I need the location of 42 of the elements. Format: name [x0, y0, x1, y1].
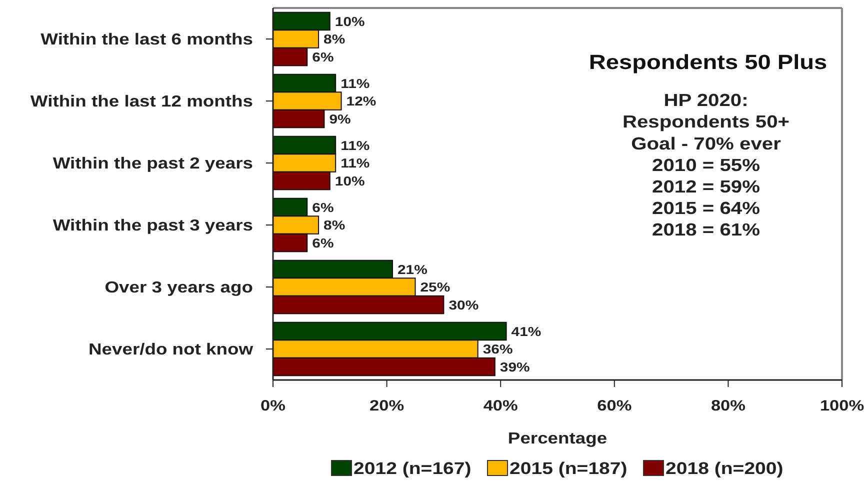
y-tick-label: Within the last 12 months	[30, 92, 253, 110]
y-tick-label: Over 3 years ago	[104, 278, 253, 296]
annotation: 2010 = 55%	[652, 155, 760, 175]
data-label: 11%	[340, 155, 370, 170]
data-label: 11%	[340, 138, 370, 153]
legend-label: 2018 (n=200)	[666, 458, 784, 478]
x-tick-label: 20%	[370, 397, 404, 414]
y-tick-label: Within the last 6 months	[40, 30, 253, 48]
annotation: HP 2020:	[664, 90, 748, 110]
x-tick-label: 60%	[597, 397, 632, 414]
x-tick-label: 80%	[710, 397, 746, 414]
data-label: 8%	[324, 217, 346, 232]
annotation: Respondents 50+	[622, 112, 790, 132]
annotation: 2018 = 61%	[652, 220, 760, 240]
x-axis-title: Percentage	[508, 428, 608, 448]
legend-label: 2012 (n=167)	[354, 458, 472, 478]
data-label: 10%	[334, 14, 366, 29]
annotation: Goal - 70% ever	[631, 134, 782, 154]
text: Respondents 50 Plus	[588, 50, 828, 74]
data-label: 6%	[312, 49, 334, 64]
data-label: 36%	[482, 341, 514, 356]
x-tick-label: 40%	[483, 397, 518, 414]
x-tick-label: 0%	[260, 397, 286, 414]
data-label: 11%	[340, 76, 370, 91]
data-label: 9%	[329, 111, 352, 126]
y-tick-label: Within the past 2 years	[52, 154, 253, 172]
y-tick-label: Within the past 3 years	[52, 216, 253, 234]
data-label: 8%	[324, 31, 346, 46]
data-label: 12%	[346, 93, 377, 108]
data-label: 30%	[448, 297, 480, 312]
y-tick-label: Never/do not know	[88, 340, 254, 358]
x-tick-label: 100%	[820, 397, 864, 414]
data-label: 6%	[312, 200, 334, 215]
data-label: 41%	[511, 324, 542, 339]
data-label: 21%	[397, 262, 428, 277]
data-label: 25%	[420, 279, 451, 294]
data-label: 6%	[312, 235, 334, 250]
legend-label: 2015 (n=187)	[510, 458, 628, 478]
annotation: 2012 = 59%	[652, 176, 760, 196]
data-label: 10%	[334, 173, 366, 188]
data-label: 39%	[500, 359, 530, 374]
annotation: 2015 = 64%	[652, 198, 760, 218]
